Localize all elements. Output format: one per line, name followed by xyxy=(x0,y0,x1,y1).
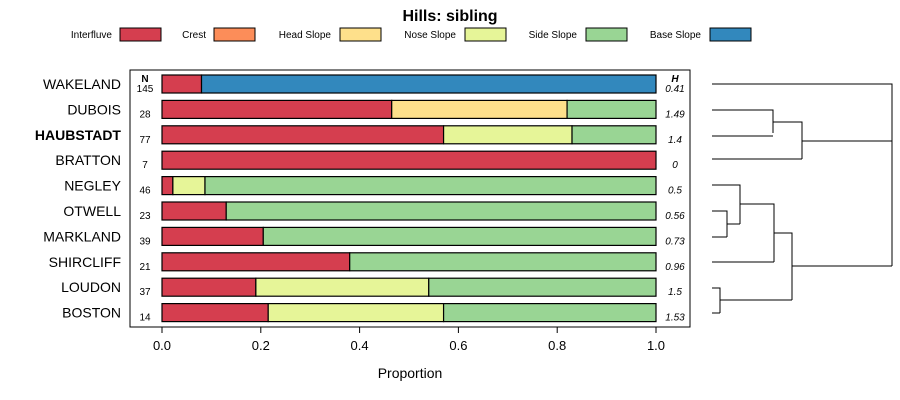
bar-segment xyxy=(225,201,657,221)
bar-segment xyxy=(172,176,206,196)
row-label: HAUBSTADT xyxy=(35,127,122,143)
bar-segment xyxy=(161,226,264,246)
bar-segment xyxy=(161,277,257,297)
bar-segment xyxy=(262,226,657,246)
row-h-value: 1.5 xyxy=(668,287,682,298)
legend-swatch xyxy=(585,27,628,42)
row-n-value: 77 xyxy=(139,135,151,146)
legend-label: Crest xyxy=(182,30,206,41)
legend-swatch xyxy=(709,27,752,42)
bar-segment xyxy=(566,99,657,120)
row-label: OTWELL xyxy=(63,203,121,219)
bar-segment xyxy=(161,125,445,145)
row-n-value: 23 xyxy=(139,211,151,222)
row-label: LOUDON xyxy=(61,279,121,295)
bar-segment xyxy=(161,74,203,94)
row-n-value: 39 xyxy=(139,236,151,247)
x-tick-label: 0.2 xyxy=(252,338,270,353)
bar-segment xyxy=(161,201,227,221)
row-n-value: 21 xyxy=(139,262,151,273)
bar-rows: WAKELAND 145 0.41 DUBOIS 28 1.49 HAUBSTADT 77 1.… xyxy=(35,74,685,324)
dendrogram-branch xyxy=(712,184,892,314)
bar-segment xyxy=(161,176,174,196)
bar-segment xyxy=(161,252,351,272)
x-tick-label: 0.4 xyxy=(351,338,369,353)
x-tick-label: 0.8 xyxy=(548,338,566,353)
x-tick-label: 0.0 xyxy=(153,338,171,353)
bar-segment xyxy=(161,99,393,120)
row-h-value: 0.96 xyxy=(665,262,685,273)
legend-swatch xyxy=(339,27,382,42)
legend-label: Side Slope xyxy=(529,30,578,41)
row-h-value: 1.49 xyxy=(665,109,685,120)
bar-segment xyxy=(442,125,573,145)
row-h-value: 0.56 xyxy=(665,211,685,222)
bar-segment xyxy=(255,277,430,297)
bar-segment xyxy=(391,99,568,120)
h-header: H xyxy=(671,74,679,85)
dendrogram-branch xyxy=(712,83,893,266)
bar-segment xyxy=(204,176,657,196)
legend-label: Base Slope xyxy=(650,30,702,41)
bar-segment xyxy=(571,125,657,145)
row-h-value: 0.41 xyxy=(665,84,684,95)
n-header: N xyxy=(141,74,148,85)
legend-swatch xyxy=(213,27,256,42)
x-axis: 0.0 0.2 0.4 0.6 0.8 1.0 xyxy=(153,327,665,353)
row-h-value: 0.73 xyxy=(665,236,685,247)
legend: Interfluve Crest Head Slope Nose Slope Side … xyxy=(71,27,752,42)
legend-label: Interfluve xyxy=(71,30,113,41)
row-label: MARKLAND xyxy=(43,228,121,244)
bar-segment xyxy=(267,303,445,323)
legend-label: Nose Slope xyxy=(404,30,456,41)
x-tick-label: 0.6 xyxy=(449,338,467,353)
legend-label: Head Slope xyxy=(279,30,332,41)
row-n-value: 28 xyxy=(139,109,151,120)
row-label: SHIRCLIFF xyxy=(49,254,121,270)
row-n-value: 46 xyxy=(139,186,151,197)
row-label: NEGLEY xyxy=(64,178,121,194)
bar-segment xyxy=(200,74,657,94)
row-n-value: 145 xyxy=(137,84,154,95)
row-label: BOSTON xyxy=(62,305,121,321)
row-h-value: 0 xyxy=(672,160,678,171)
row-h-value: 1.4 xyxy=(668,135,682,146)
x-tick-label: 1.0 xyxy=(647,338,665,353)
row-label: BRATTON xyxy=(55,152,121,168)
x-axis-label: Proportion xyxy=(378,365,443,381)
legend-swatch xyxy=(464,27,507,42)
row-n-value: 37 xyxy=(139,287,151,298)
row-label: WAKELAND xyxy=(43,76,121,92)
bar-segment xyxy=(442,303,657,323)
bar-segment xyxy=(161,150,657,170)
dendrogram xyxy=(712,83,893,314)
row-n-value: 14 xyxy=(139,313,151,324)
row-n-value: 7 xyxy=(142,160,148,171)
plot-frame xyxy=(129,69,691,328)
row-label: DUBOIS xyxy=(67,101,121,117)
row-h-value: 1.53 xyxy=(665,313,685,324)
chart-title: Hills: sibling xyxy=(402,8,497,25)
bar-segment xyxy=(428,277,657,297)
row-h-value: 0.5 xyxy=(668,186,682,197)
legend-swatch xyxy=(119,27,162,42)
bar-segment xyxy=(161,303,269,323)
bar-segment xyxy=(349,252,657,272)
